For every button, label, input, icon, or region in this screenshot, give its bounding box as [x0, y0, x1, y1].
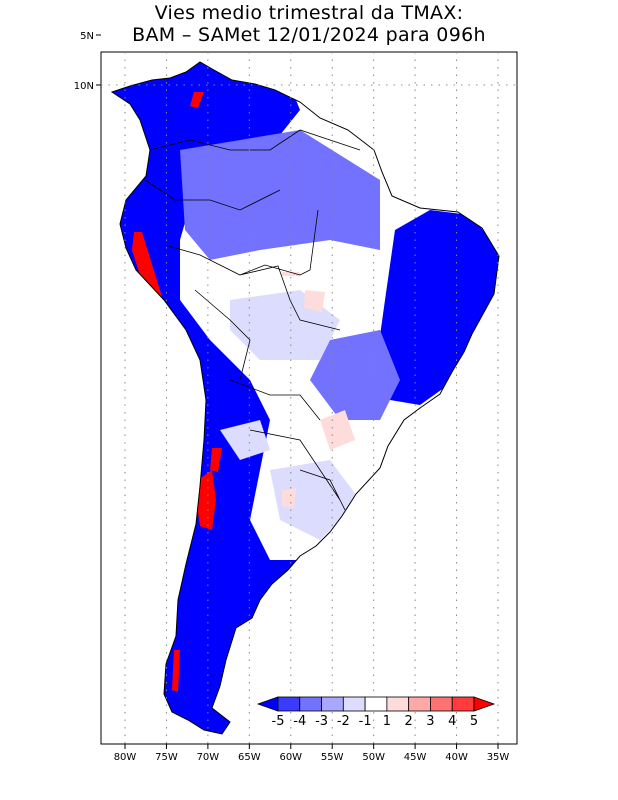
x-tick-label: 65W — [238, 752, 261, 763]
colorbar-box — [277, 696, 301, 712]
colorbar-label: 5 — [470, 714, 478, 729]
x-tick-label: 75W — [155, 752, 178, 763]
negative-bias-northeast — [378, 210, 499, 405]
x-axis-ticks: 80W 75W 70W 65W 60W 55W 50W 45W 40W 35W — [114, 744, 510, 763]
x-tick-label: 40W — [445, 752, 468, 763]
y-axis-ticks: 10N5NEQ5S10S15S20S25S30S35S40S45S50S55S — [74, 31, 101, 92]
colorbar-box — [364, 696, 388, 712]
colorbar-label: -1 — [359, 714, 372, 729]
colorbar: -5 -4 -3 -2 -1 1 2 3 4 5 — [256, 696, 496, 729]
colorbar-label: 2 — [405, 714, 413, 729]
colorbar-box — [451, 696, 475, 712]
x-tick-label: 60W — [279, 752, 302, 763]
y-tick-label: 5N — [80, 31, 94, 42]
moderate-bias-center — [180, 130, 400, 420]
colorbar-box — [321, 696, 344, 712]
colorbar-box — [430, 696, 453, 712]
colorbar-label: -2 — [337, 714, 350, 729]
colorbar-box — [299, 696, 322, 712]
x-tick-label: 80W — [114, 752, 137, 763]
colorbar-label: -5 — [272, 714, 285, 729]
colorbar-right-arrow — [473, 696, 496, 712]
colorbar-label: 3 — [426, 714, 434, 729]
colorbar-label: -4 — [293, 714, 306, 729]
graticule — [101, 52, 517, 744]
map-title-line-1: Vies medio trimestral da TMAX: — [154, 2, 464, 24]
colorbar-box — [342, 696, 366, 712]
x-tick-label: 55W — [321, 752, 344, 763]
x-tick-label: 50W — [362, 752, 385, 763]
colorbar-label: 1 — [383, 714, 391, 729]
map-title-line-2: BAM – SAMet 12/01/2024 para 096h — [132, 24, 486, 46]
y-tick-label: 10N — [74, 81, 94, 92]
x-tick-label: 35W — [487, 752, 510, 763]
colorbar-label: 4 — [448, 714, 456, 729]
country-borders — [144, 129, 361, 511]
colorbar-box — [408, 696, 431, 712]
x-tick-label: 45W — [404, 752, 427, 763]
colorbar-label: -3 — [315, 714, 328, 729]
x-tick-label: 70W — [197, 752, 220, 763]
colorbar-box — [386, 696, 410, 712]
